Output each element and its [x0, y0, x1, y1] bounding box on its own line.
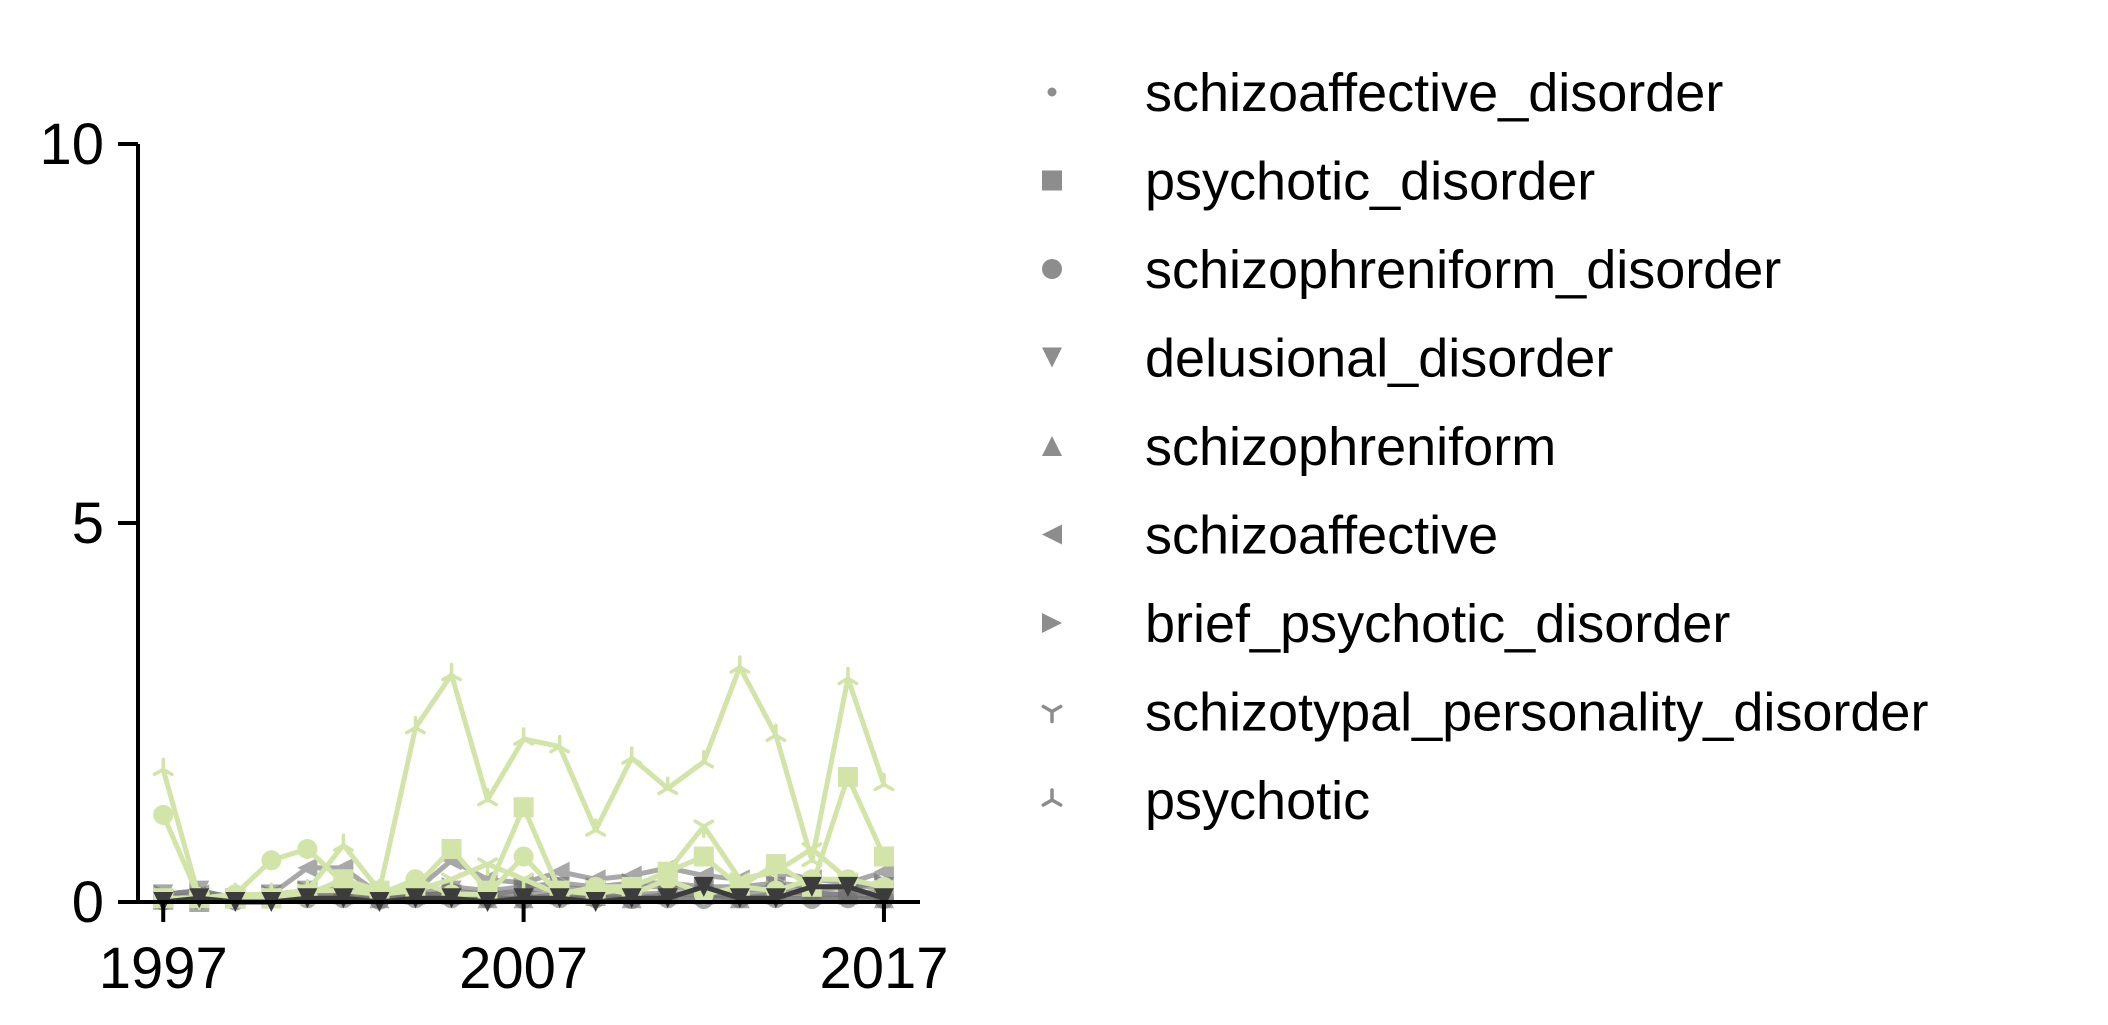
data-point	[153, 804, 174, 825]
legend-label: schizoaffective_disorder	[1145, 63, 1723, 123]
legend-label: schizophreniform_disorder	[1145, 240, 1781, 300]
x-tick-label: 2017	[819, 936, 948, 1001]
data-point	[693, 846, 714, 867]
data-point	[152, 757, 174, 777]
legend-label: brief_psychotic_disorder	[1145, 594, 1730, 654]
legend-marker	[1042, 613, 1062, 633]
legend-item: schizoaffective	[1042, 506, 1498, 566]
data-point	[261, 850, 282, 871]
data-point	[332, 833, 354, 852]
data-point	[765, 888, 786, 909]
data-point	[765, 723, 787, 742]
legend-label: psychotic_disorder	[1145, 152, 1595, 212]
data-point	[513, 797, 534, 818]
data-point	[477, 787, 499, 807]
data-point	[837, 666, 859, 686]
data-point	[333, 888, 354, 909]
y-tick-label: 10	[39, 112, 104, 177]
data-point	[513, 727, 535, 746]
data-point	[513, 888, 534, 909]
legend-marker	[1041, 788, 1063, 807]
y-tick-label: 0	[72, 870, 104, 935]
legend-label: schizophreniform	[1145, 417, 1556, 477]
data-point	[837, 876, 858, 897]
legend-item: schizophreniform_disorder	[1042, 240, 1781, 300]
data-point	[513, 872, 535, 892]
data-point	[549, 734, 571, 754]
data-point	[333, 869, 354, 890]
legend: schizoaffective_disorder psychotic_disord…	[1041, 63, 1928, 831]
legend-item: brief_psychotic_disorder	[1042, 594, 1730, 654]
data-point	[549, 888, 570, 909]
legend-label: delusional_disorder	[1145, 329, 1613, 389]
data-point	[189, 888, 210, 909]
legend-label: schizoaffective	[1145, 506, 1498, 566]
legend-marker	[1042, 170, 1062, 191]
data-point	[693, 750, 715, 769]
data-point	[405, 888, 426, 909]
legend-item: schizoaffective_disorder	[1047, 63, 1723, 123]
data-point	[765, 854, 786, 875]
data-point	[873, 846, 894, 867]
data-point	[873, 772, 895, 792]
legend-label: psychotic	[1145, 771, 1370, 831]
data-point	[441, 888, 462, 909]
data-point	[441, 662, 462, 682]
data-point	[621, 888, 642, 909]
legend-marker	[1042, 259, 1062, 279]
legend-item: psychotic	[1041, 771, 1370, 831]
data-point	[693, 876, 714, 897]
legend-marker	[1042, 524, 1062, 545]
legend-item: schizophreniform	[1042, 417, 1556, 477]
data-point	[657, 861, 678, 882]
data-point	[585, 818, 607, 837]
data-point	[297, 857, 318, 878]
data-point	[657, 888, 678, 909]
legend-marker	[1047, 87, 1057, 97]
data-point	[873, 888, 894, 909]
data-point	[729, 888, 750, 909]
data-point	[477, 857, 499, 876]
legend-label: schizotypal_personality_disorder	[1145, 683, 1928, 743]
data-point	[729, 655, 751, 674]
data-point	[693, 819, 715, 838]
legend-item: delusional_disorder	[1042, 329, 1613, 389]
data-point	[405, 715, 426, 735]
axes	[136, 144, 920, 904]
data-point	[441, 838, 462, 859]
data-point	[297, 838, 318, 859]
ticks: 0 5 10 1997 2007 2017	[39, 112, 948, 1001]
data-point	[873, 861, 894, 882]
x-tick-label: 1997	[99, 936, 228, 1001]
data-point	[297, 888, 318, 909]
data-point	[621, 746, 643, 765]
legend-marker	[1042, 347, 1062, 368]
x-tick-label: 2007	[459, 936, 588, 1001]
data-point	[549, 861, 570, 882]
data-point	[513, 846, 534, 867]
data-point	[837, 766, 858, 787]
legend-item: psychotic_disorder	[1042, 152, 1595, 212]
legend-marker	[1042, 436, 1062, 456]
legend-marker	[1041, 704, 1063, 724]
data-point	[657, 776, 679, 796]
plot-area	[152, 655, 895, 912]
y-tick-label: 5	[72, 491, 104, 556]
legend-item: schizotypal_personality_disorder	[1041, 683, 1928, 743]
data-point	[801, 876, 822, 897]
